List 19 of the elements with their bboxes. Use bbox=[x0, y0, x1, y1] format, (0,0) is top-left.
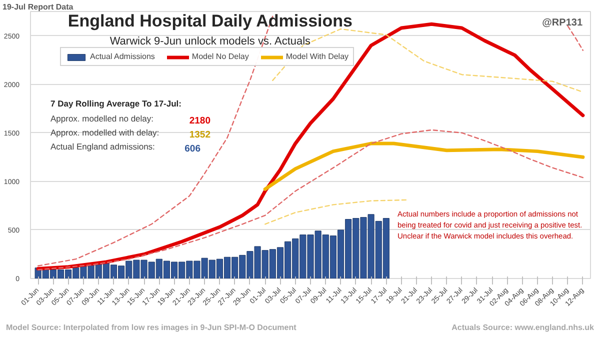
annotation: Approx. modelled with delay: bbox=[50, 128, 160, 138]
annotation: @RP131 bbox=[542, 18, 583, 28]
text: Actuals Source: www.england.nhs.uk bbox=[452, 322, 594, 334]
annotation: Approx. modelled no delay: bbox=[50, 114, 154, 124]
annotation: 19-Jul Report Data bbox=[2, 2, 74, 12]
chart-title: England Hospital Daily Admissions bbox=[68, 12, 353, 30]
annotation: Actual England admissions: bbox=[50, 142, 155, 152]
annotation: 2180 bbox=[189, 116, 211, 126]
text: Warwick 9-Jun unlock models vs. Actuals bbox=[110, 36, 312, 48]
line-series bbox=[272, 28, 584, 93]
legend-label: Model With Delay bbox=[286, 52, 349, 61]
line-series bbox=[263, 142, 585, 191]
annotation: 1352 bbox=[189, 130, 211, 140]
text: Model Source: Interpolated from low res images in 9-Jun SPI-M-O Document bbox=[6, 322, 296, 334]
annotation: 7 Day Rolling Average To 17-Jul: bbox=[50, 98, 182, 108]
annotation: 606 bbox=[184, 144, 201, 154]
legend-label: Model No Delay bbox=[192, 52, 249, 61]
line-series bbox=[37, 129, 584, 270]
legend-label: Actual Admissions bbox=[90, 52, 155, 61]
